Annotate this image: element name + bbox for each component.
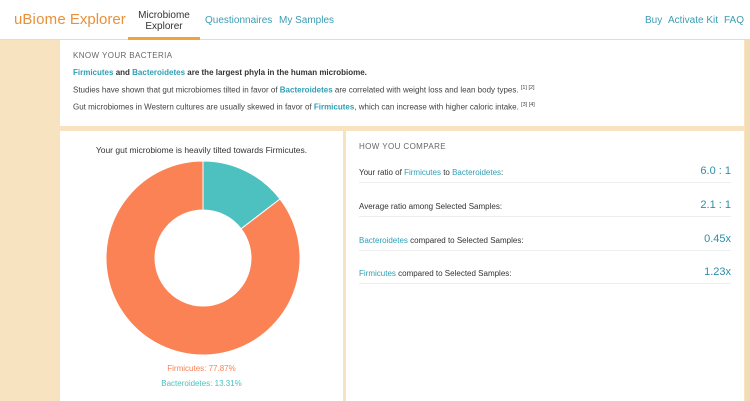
label-text: to xyxy=(440,168,453,177)
average-ratio-row: Average ratio among Selected Samples: 2.… xyxy=(359,197,731,217)
fact-text: Studies have shown that gut microbiomes … xyxy=(73,85,280,95)
fact-text: Gut microbiomes in Western cultures are … xyxy=(73,102,314,112)
chart-panel: Your gut microbiome is heavily tilted to… xyxy=(60,131,343,401)
tab-microbiome-explorer[interactable]: Microbiome Explorer xyxy=(128,10,200,40)
fact-text: and xyxy=(113,68,133,77)
label-text: Your ratio of xyxy=(359,168,405,177)
firmicutes-link[interactable]: Firmicutes xyxy=(359,269,396,278)
active-tab-indicator xyxy=(128,37,200,40)
logo-suffix: Explorer xyxy=(69,11,126,28)
firmicutes-link[interactable]: Firmicutes xyxy=(404,168,441,177)
tab-my-samples[interactable]: My Samples xyxy=(279,15,335,26)
fact-text: are the largest phyla in the human micro… xyxy=(185,68,367,77)
firmicutes-compare-label: Firmicutes compared to Selected Samples: xyxy=(359,269,512,278)
firmicutes-compare-value: 1.23x xyxy=(704,266,731,278)
faq-link[interactable]: FAQ xyxy=(724,15,745,26)
firmicutes-compare-row: Firmicutes compared to Selected Samples:… xyxy=(359,264,731,284)
fact-text: are correlated with weight loss and lean… xyxy=(332,85,519,95)
buy-link[interactable]: Buy xyxy=(645,15,663,26)
logo-u: u xyxy=(14,11,23,28)
reference-marks[interactable]: [1] [2] xyxy=(520,85,535,91)
tab-label-line2: Explorer xyxy=(145,21,183,32)
comparison-panel: HOW YOU COMPARE Your ratio of Firmicutes… xyxy=(346,131,744,401)
label-text: compared to Selected Samples: xyxy=(407,236,524,245)
page-edge xyxy=(745,40,750,401)
bacteroidetes-link[interactable]: Bacteroidetes xyxy=(359,236,408,245)
fact-line-1: Firmicutes and Bacteroidetes are the lar… xyxy=(73,68,367,77)
legend-firmicutes: Firmicutes: 77.87% xyxy=(167,364,236,373)
logo[interactable]: uBiome Explorer xyxy=(14,11,126,28)
know-your-bacteria-panel: KNOW YOUR BACTERIA Firmicutes and Bacter… xyxy=(60,40,744,126)
bacteroidetes-compare-value: 0.45x xyxy=(704,233,731,245)
firmicutes-link[interactable]: Firmicutes xyxy=(313,102,355,112)
average-ratio-label: Average ratio among Selected Samples: xyxy=(359,202,503,211)
bacteroidetes-link[interactable]: Bacteroidetes xyxy=(132,68,186,77)
fact-text: , which can increase with higher caloric… xyxy=(354,102,519,112)
bacteroidetes-compare-label: Bacteroidetes compared to Selected Sampl… xyxy=(359,236,524,245)
fact-line-3: Gut microbiomes in Western cultures are … xyxy=(73,102,535,112)
tab-label-line1: Microbiome xyxy=(138,10,190,21)
bacteroidetes-compare-row: Bacteroidetes compared to Selected Sampl… xyxy=(359,231,731,251)
tab-questionnaires[interactable]: Questionnaires xyxy=(205,15,273,26)
legend-bacteroidetes: Bacteroidetes: 13.31% xyxy=(161,379,242,388)
ratio-value: 6.0 : 1 xyxy=(700,165,731,177)
fact-line-2: Studies have shown that gut microbiomes … xyxy=(73,85,535,95)
logo-brand: Biome xyxy=(22,11,66,28)
donut-chart xyxy=(106,161,300,355)
ratio-label: Your ratio of Firmicutes to Bacteroidete… xyxy=(359,168,503,177)
chart-title: Your gut microbiome is heavily tilted to… xyxy=(95,145,308,155)
label-text: : xyxy=(501,168,504,177)
label-text: compared to Selected Samples: xyxy=(395,269,512,278)
top-navigation: uBiome Explorer Microbiome Explorer Quest… xyxy=(0,0,750,40)
ratio-row: Your ratio of Firmicutes to Bacteroidete… xyxy=(359,163,731,183)
reference-marks[interactable]: [3] [4] xyxy=(521,102,535,108)
average-ratio-value: 2.1 : 1 xyxy=(700,199,731,211)
firmicutes-link[interactable]: Firmicutes xyxy=(73,68,114,77)
section-title: KNOW YOUR BACTERIA xyxy=(73,51,173,60)
donut-slice-firmicutes[interactable] xyxy=(106,161,300,355)
bacteroidetes-link[interactable]: Bacteroidetes xyxy=(452,168,502,177)
activate-kit-link[interactable]: Activate Kit xyxy=(668,15,719,26)
bacteroidetes-link[interactable]: Bacteroidetes xyxy=(279,85,333,95)
section-title: HOW YOU COMPARE xyxy=(359,142,447,151)
